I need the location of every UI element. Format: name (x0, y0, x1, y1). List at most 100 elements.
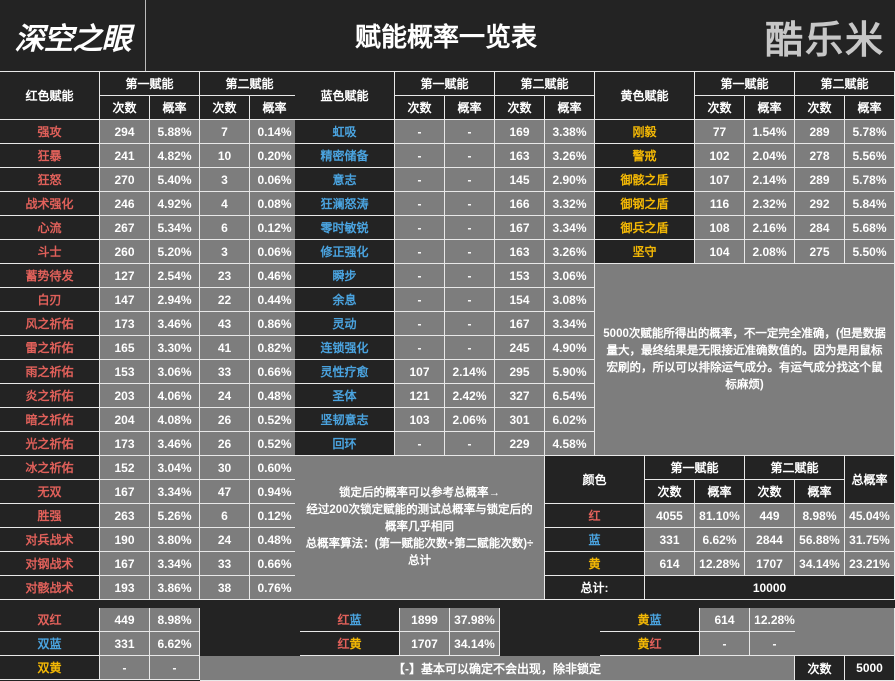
yellow-talent-name: 刚毅 (595, 120, 695, 144)
rate-cell: 1.54% (745, 120, 795, 144)
blue-talent-name: 灵性疗愈 (295, 360, 395, 384)
rate-cell: 3.06% (150, 360, 200, 384)
rate-cell: 5.40% (150, 168, 200, 192)
summary-rate-header: 概率 (795, 480, 845, 504)
rate-cell: 3.80% (150, 528, 200, 552)
count-cell: 275 (795, 240, 845, 264)
summary-total-label: 总计: (545, 576, 645, 600)
rate-cell: 4.82% (150, 144, 200, 168)
count-cell: 167 (495, 216, 545, 240)
blue-count-header: 次数 (495, 96, 545, 120)
rate-cell: 4.90% (545, 336, 595, 360)
summary-p1-cell: 12.28% (695, 552, 745, 576)
blue-talent-name: 虹吸 (295, 120, 395, 144)
count-cell: 153 (100, 360, 150, 384)
count-cell: - (395, 312, 445, 336)
summary-second-header: 第二赋能 (745, 456, 845, 480)
pair-rate: 6.62% (150, 632, 200, 656)
red-talent-name: 胜强 (0, 504, 100, 528)
count-cell: 103 (395, 408, 445, 432)
count-cell: 107 (695, 168, 745, 192)
blue-talent-name: 瞬步 (295, 264, 395, 288)
blue-talent-name: 意志 (295, 168, 395, 192)
summary-total-rate-header: 总概率 (845, 456, 895, 504)
pair-char: 红 (337, 613, 350, 627)
yellow-first-header: 第一赋能 (695, 72, 795, 96)
count-cell: 38 (200, 576, 250, 600)
yellow-header: 黄色赋能 (595, 72, 695, 120)
yellow-rate-header: 概率 (845, 96, 895, 120)
blank-cell (795, 608, 895, 656)
count-cell: 77 (695, 120, 745, 144)
count-cell: 24 (200, 384, 250, 408)
rate-cell: 2.08% (745, 240, 795, 264)
yellow-rate-header: 概率 (745, 96, 795, 120)
pair-rate: 37.98% (450, 608, 500, 632)
rate-cell: 4.58% (545, 432, 595, 456)
summary-color-name: 蓝 (545, 528, 645, 552)
rate-cell: - (445, 336, 495, 360)
blue-talent-name: 狂澜怒涛 (295, 192, 395, 216)
samples-value: 5000 (845, 656, 895, 681)
count-cell: 278 (795, 144, 845, 168)
rate-cell: 3.34% (150, 552, 200, 576)
rate-cell: 0.82% (250, 336, 300, 360)
count-cell: 289 (795, 168, 845, 192)
pair-rate: 12.28% (750, 608, 800, 632)
summary-p2-cell: 8.98% (795, 504, 845, 528)
yellow-talent-name: 警戒 (595, 144, 695, 168)
rate-cell: 3.08% (545, 288, 595, 312)
count-cell: 153 (495, 264, 545, 288)
count-cell: 163 (495, 144, 545, 168)
red-talent-name: 炎之祈佑 (0, 384, 100, 408)
rate-cell: 0.14% (250, 120, 300, 144)
pair-rate: 8.98% (150, 608, 200, 632)
count-cell: - (395, 120, 445, 144)
summary-p2-cell: 34.14% (795, 552, 845, 576)
count-cell: - (395, 216, 445, 240)
count-cell: 6 (200, 504, 250, 528)
blue-rate-header: 概率 (545, 96, 595, 120)
page-title: 赋能概率一览表 (354, 22, 537, 52)
rate-cell: 5.20% (150, 240, 200, 264)
summary-p1-cell: 6.62% (695, 528, 745, 552)
rate-cell: 0.94% (250, 480, 300, 504)
rate-cell: 2.42% (445, 384, 495, 408)
count-cell: 246 (100, 192, 150, 216)
red-count-header: 次数 (200, 96, 250, 120)
summary-color-header: 颜色 (545, 456, 645, 504)
blue-talent-name: 圣体 (295, 384, 395, 408)
yellow-talent-name: 御兵之盾 (595, 216, 695, 240)
rate-cell: 2.32% (745, 192, 795, 216)
pair-char: 红 (649, 637, 662, 651)
pair-name: 红黄 (300, 632, 400, 656)
rate-cell: 5.78% (845, 120, 895, 144)
rate-cell: 0.06% (250, 240, 300, 264)
rate-cell: 5.68% (845, 216, 895, 240)
count-cell: 167 (495, 312, 545, 336)
rate-cell: 0.52% (250, 432, 300, 456)
pair-name: 黄红 (600, 632, 700, 656)
rate-cell: 0.12% (250, 216, 300, 240)
red-first-header: 第一赋能 (100, 72, 200, 96)
count-cell: 241 (100, 144, 150, 168)
red-talent-name: 强攻 (0, 120, 100, 144)
count-cell: 190 (100, 528, 150, 552)
red-talent-name: 蓄势待发 (0, 264, 100, 288)
rate-cell: 0.52% (250, 408, 300, 432)
rate-cell: 0.48% (250, 528, 300, 552)
yellow-second-header: 第二赋能 (795, 72, 895, 96)
rate-cell: 3.04% (150, 456, 200, 480)
rate-cell: 5.50% (845, 240, 895, 264)
count-cell: - (395, 168, 445, 192)
rate-cell: 2.06% (445, 408, 495, 432)
count-cell: 121 (395, 384, 445, 408)
count-cell: 147 (100, 288, 150, 312)
pair-char: 黄 (637, 613, 650, 627)
count-cell: 260 (100, 240, 150, 264)
rate-cell: 0.44% (250, 288, 300, 312)
red-talent-name: 暗之祈佑 (0, 408, 100, 432)
rate-cell: 5.26% (150, 504, 200, 528)
rate-cell: - (445, 312, 495, 336)
count-cell: 294 (100, 120, 150, 144)
